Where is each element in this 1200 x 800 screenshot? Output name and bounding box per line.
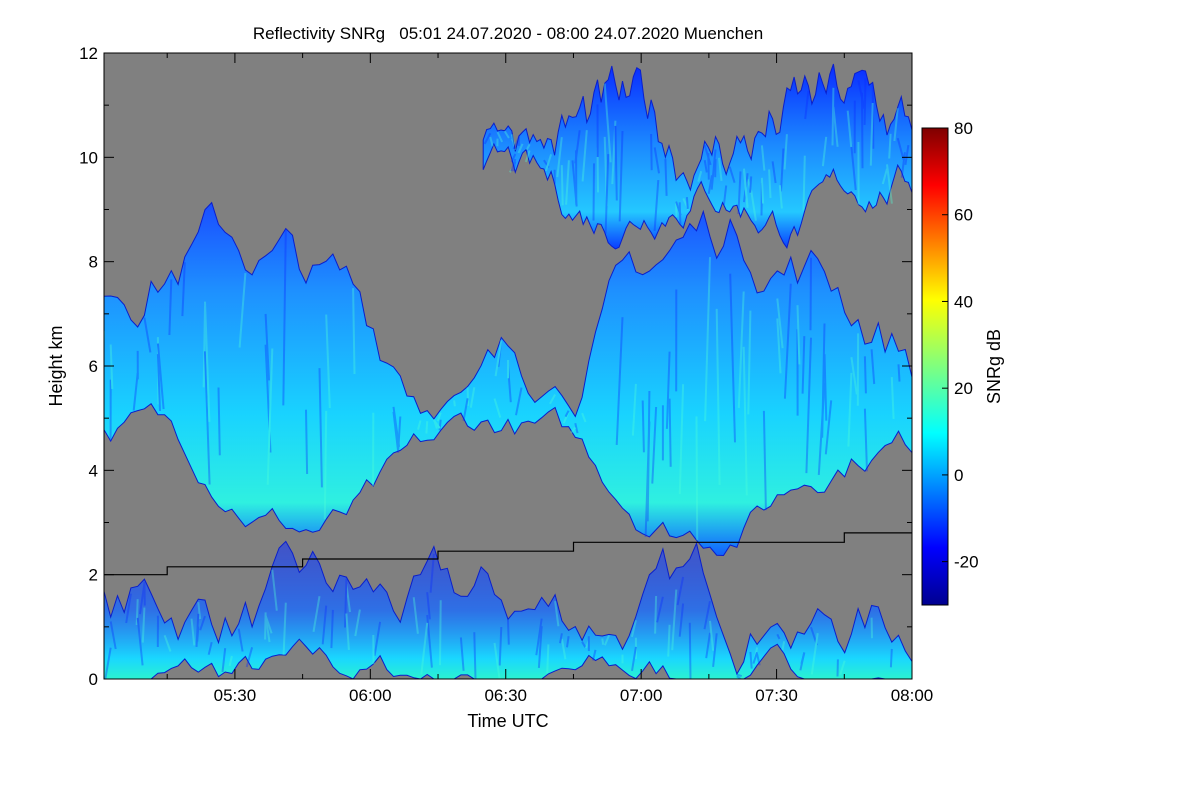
colorbar-tick-label: 20 [954,379,973,398]
colorbar-ticks: -20 0 20 40 60 80 [942,119,979,572]
x-tick-label: 06:00 [349,686,392,705]
x-tick-label: 05:30 [214,686,257,705]
feature-near-ground-clutter [104,540,912,679]
x-tick-label: 07:30 [755,686,798,705]
y-tick-label: 0 [89,670,98,689]
feature-texture [483,78,910,234]
reference-height-line [104,532,912,576]
feature-texture [104,229,901,541]
colorbar [921,127,949,606]
colorbar-label: SNRg dB [984,329,1004,404]
colorbar-tick-label: 80 [954,119,973,138]
y-tick-label: 4 [89,461,98,480]
feature-upper-cirrus-layer [482,63,912,250]
feature-main-cloud-layer [104,201,912,557]
x-tick-label: 07:00 [620,686,663,705]
axes-layer: 0 2 4 6 8 10 12 05:30 06:00 06:30 07:00 07:30 08:00 [79,44,933,705]
colorbar-tick-label: 0 [954,466,963,485]
y-axis-label: Height km [46,325,66,406]
cloud-echo-layer [104,63,912,679]
y-tick-label: 2 [89,566,98,585]
x-axis-label: Time UTC [467,711,548,731]
colorbar-tick-label: 60 [954,206,973,225]
colorbar-tick-label: -20 [954,553,979,572]
y-tick-label: 6 [89,357,98,376]
y-tick-label: 8 [89,253,98,272]
x-tick-label: 08:00 [891,686,934,705]
x-tick-label: 06:30 [484,686,527,705]
feature-texture [104,553,893,679]
chart-title: Reflectivity SNRg 05:01 24.07.2020 - 08:… [253,24,763,43]
y-tick-label: 10 [79,148,98,167]
colorbar-tick-label: 40 [954,292,973,311]
y-tick-label: 12 [79,44,98,63]
